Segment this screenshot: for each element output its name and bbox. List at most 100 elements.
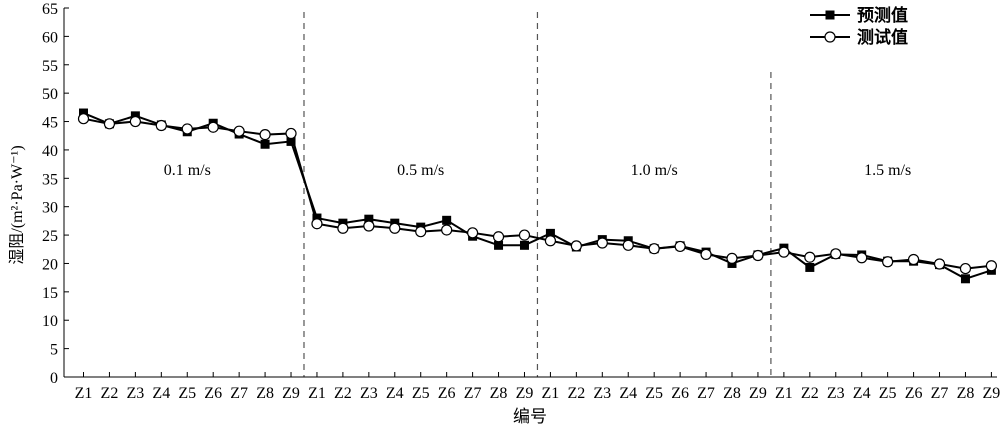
data-point-circle: [700, 248, 712, 260]
x-tick-label: Z5: [412, 385, 430, 402]
x-tick-label: Z7: [464, 385, 482, 402]
data-point-circle: [570, 240, 582, 252]
x-tick-label: Z3: [593, 385, 611, 402]
data-point-circle: [752, 249, 764, 262]
x-tick-label: Z9: [749, 385, 767, 402]
x-tick-label: Z9: [282, 385, 300, 402]
x-tick-label: Z8: [256, 385, 274, 402]
data-point-circle: [259, 128, 271, 141]
group-label: 1.0 m/s: [631, 162, 678, 179]
data-point-circle: [337, 222, 349, 234]
series-layer: [77, 108, 998, 284]
data-point-circle: [389, 222, 401, 234]
data-point-square: [545, 228, 555, 238]
x-tick-label: Z7: [230, 385, 248, 402]
legend-marker-square: [825, 10, 835, 20]
data-point-circle: [726, 252, 738, 264]
data-point-circle: [882, 256, 894, 268]
x-tick-label: Z7: [931, 385, 949, 402]
x-tick-label: Z8: [490, 385, 508, 402]
data-point-circle: [933, 258, 946, 270]
x-tick-label: Z8: [957, 385, 975, 402]
legend-label: 测试值: [857, 27, 908, 47]
data-point-circle: [77, 113, 90, 125]
group-label: 0.5 m/s: [397, 162, 444, 179]
x-tick-label: Z6: [438, 385, 456, 402]
x-tick-label: Z1: [308, 385, 326, 402]
group-label: 0.1 m/s: [164, 162, 211, 179]
data-point-circle: [544, 235, 557, 247]
x-tick-label: Z3: [360, 385, 378, 402]
y-tick-label: 5: [50, 342, 58, 359]
y-ticks: 0 5 10 15 20 25 30 35 40 45 50 55 60 65: [42, 1, 69, 387]
y-tick-label: 15: [42, 285, 58, 302]
data-point-circle: [856, 252, 868, 264]
x-tick-label: Z4: [853, 385, 871, 402]
x-tick-label: Z4: [386, 385, 404, 402]
data-point-circle: [492, 231, 505, 243]
y-axis-title: 湿阻/(m²·Pa·W⁻¹): [8, 145, 26, 264]
group-dividers: [303, 12, 772, 377]
data-point-circle: [207, 121, 219, 133]
x-tick-label: Z6: [671, 385, 689, 402]
series-2: [77, 113, 998, 275]
data-point-circle: [985, 260, 998, 272]
data-point-square: [364, 214, 374, 224]
data-point-circle: [311, 218, 323, 230]
axes: [63, 8, 997, 378]
data-point-circle: [648, 243, 660, 255]
data-point-circle: [285, 127, 297, 140]
x-tick-label: Z5: [645, 385, 663, 402]
data-point-square: [286, 136, 296, 146]
y-tick-label: 65: [42, 1, 58, 18]
x-tick-label: Z2: [567, 385, 585, 402]
y-tick-label: 10: [42, 313, 58, 330]
x-tick-label: Z2: [334, 385, 352, 402]
x-tick-label: Z8: [723, 385, 741, 402]
data-point-square: [130, 111, 140, 121]
legend-marker-circle: [824, 31, 836, 43]
x-axis-title: 编号: [513, 407, 547, 426]
data-point-circle: [415, 226, 427, 238]
data-point-circle: [103, 118, 116, 130]
data-point-circle: [907, 253, 920, 266]
y-tick-label: 0: [50, 370, 58, 387]
x-tick-label: Z7: [697, 385, 715, 402]
group-labels: 0.1 m/s 0.5 m/s 1.0 m/s 1.5 m/s: [164, 162, 912, 179]
data-point-circle: [233, 125, 245, 137]
x-tick-label: Z4: [619, 385, 637, 402]
data-point-square: [79, 108, 88, 118]
data-point-circle: [804, 251, 816, 263]
x-tick-label: Z2: [101, 385, 119, 402]
data-point-circle: [363, 220, 375, 232]
data-point-circle: [959, 262, 972, 275]
x-tick-label: Z1: [75, 385, 93, 402]
data-point-square: [519, 240, 529, 250]
group-label: 1.5 m/s: [864, 162, 911, 179]
data-point-square: [312, 213, 322, 223]
data-point-square: [960, 274, 970, 284]
x-tick-label: Z5: [879, 385, 897, 402]
data-point-circle: [830, 248, 842, 260]
data-point-circle: [129, 115, 141, 128]
y-tick-label: 60: [42, 29, 58, 46]
x-tick-label: Z6: [204, 385, 222, 402]
x-tick-label: Z3: [126, 385, 144, 402]
x-tick-label: Z2: [801, 385, 819, 402]
data-point-circle: [596, 237, 608, 249]
data-point-square: [442, 215, 452, 225]
y-tick-label: 35: [42, 171, 58, 188]
data-point-circle: [441, 224, 453, 236]
y-tick-label: 40: [42, 143, 58, 160]
x-tick-label: Z6: [905, 385, 923, 402]
data-point-circle: [181, 123, 193, 135]
y-tick-label: 45: [42, 115, 58, 132]
x-tick-label: Z4: [152, 385, 170, 402]
x-tick-label: Z1: [542, 385, 560, 402]
x-tick-label: Z9: [983, 385, 1000, 402]
data-point-circle: [518, 229, 531, 241]
data-point-circle: [467, 227, 479, 239]
